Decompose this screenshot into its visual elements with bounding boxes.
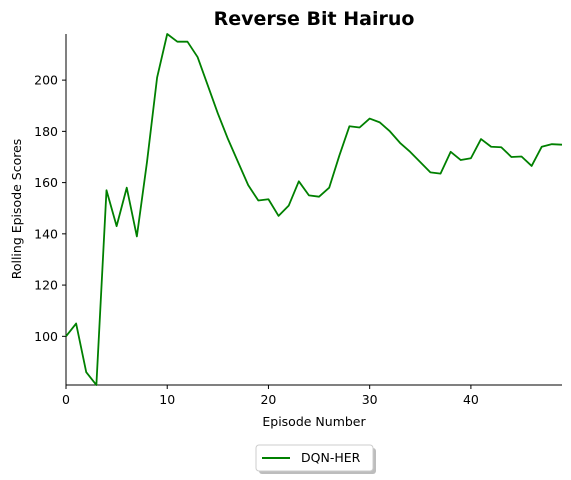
series-layer <box>65 33 563 386</box>
x-axis-ticks: 0 10 20 30 40 <box>62 385 479 407</box>
y-axis-ticks: 100 120 140 160 180 200 <box>34 73 66 344</box>
series-line <box>65 33 563 386</box>
x-tick-label: 20 <box>260 392 276 407</box>
chart-title: Reverse Bit Hairuo <box>214 8 415 30</box>
y-axis-label: Rolling Episode Scores <box>9 139 24 280</box>
y-tick-label: 200 <box>34 73 58 88</box>
x-tick-label: 30 <box>362 392 378 407</box>
y-tick-label: 140 <box>34 226 58 241</box>
y-tick-label: 100 <box>34 329 58 344</box>
x-tick-label: 0 <box>62 392 70 407</box>
x-tick-label: 40 <box>463 392 479 407</box>
y-tick-label: 180 <box>34 124 58 139</box>
x-tick-label: 10 <box>159 392 175 407</box>
legend-box <box>255 444 374 472</box>
legend: DQN-HER <box>255 444 376 474</box>
legend-label: DQN-HER <box>301 450 361 465</box>
x-axis-label: Episode Number <box>262 414 366 429</box>
y-tick-label: 120 <box>34 278 58 293</box>
y-tick-label: 160 <box>34 175 58 190</box>
